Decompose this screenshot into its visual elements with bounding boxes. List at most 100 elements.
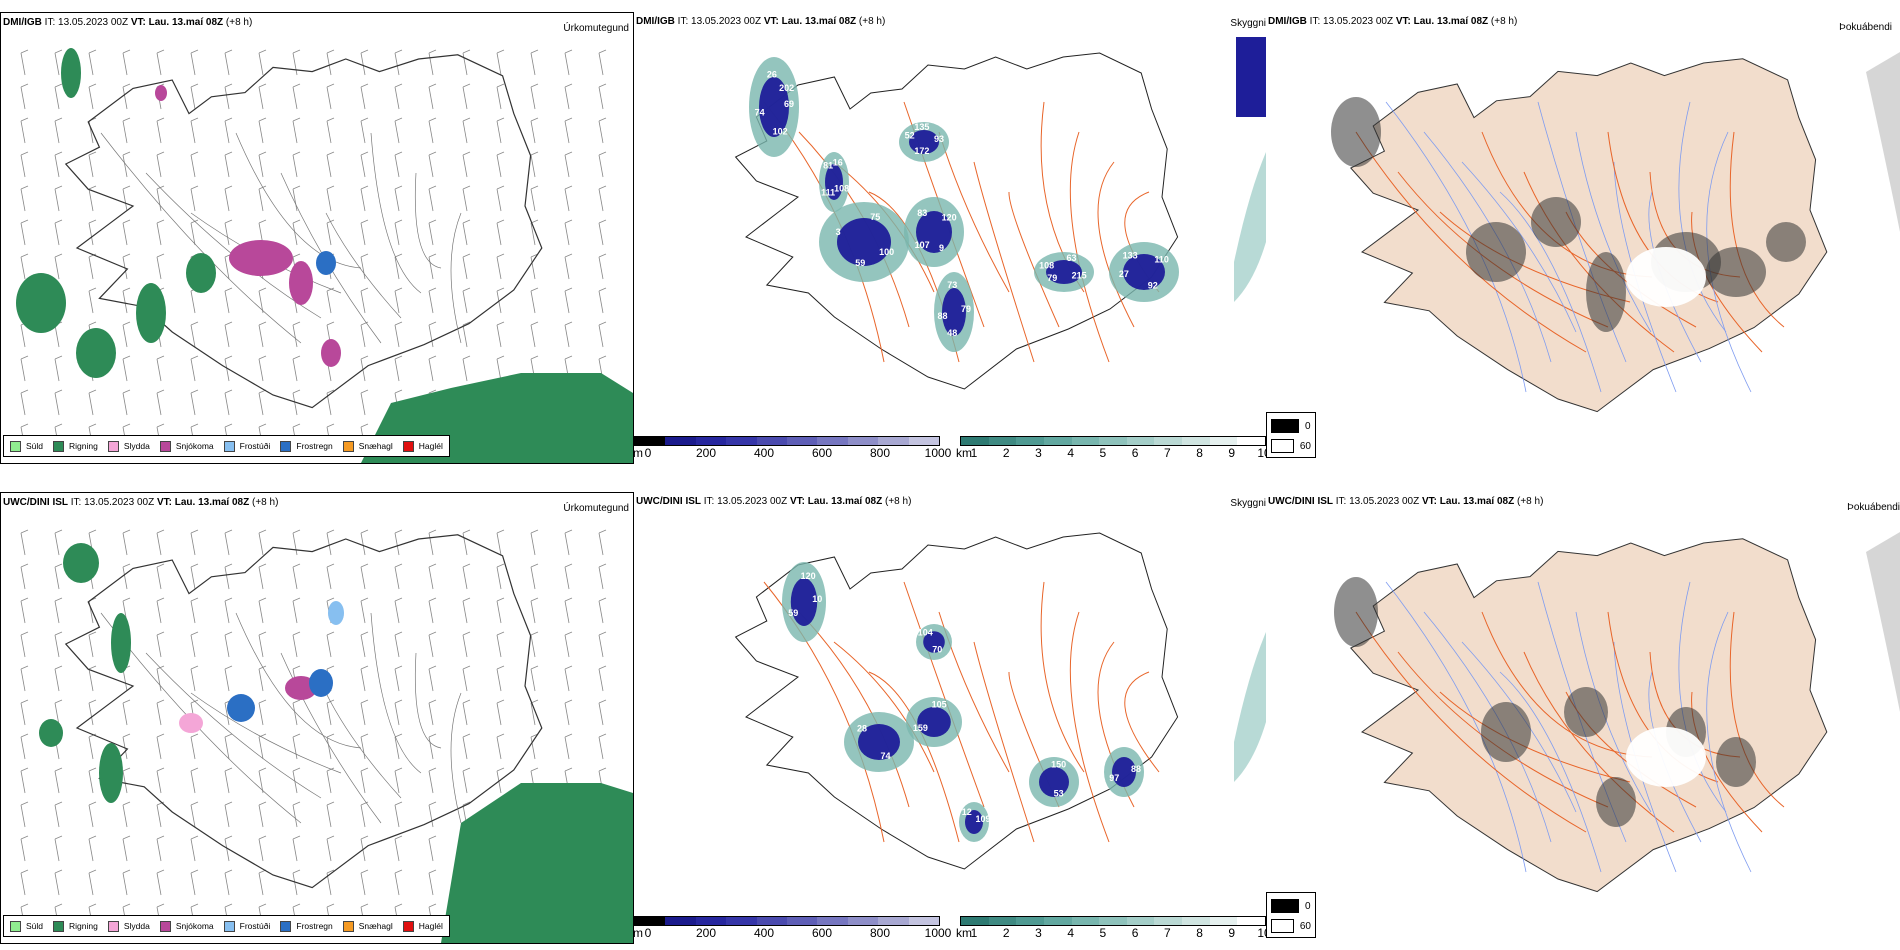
- ceiling-value-label: 81: [823, 160, 833, 170]
- wind-barb: [530, 222, 536, 246]
- wind-barb: [564, 665, 573, 670]
- wind-barb: [428, 290, 434, 314]
- wind-barb: [530, 736, 536, 760]
- wind-barb: [190, 355, 199, 360]
- wind-barb: [54, 597, 63, 602]
- wind-barb: [20, 83, 29, 88]
- wind-barb: [258, 733, 267, 738]
- road: [450, 692, 462, 824]
- ceiling-value-label: 111: [821, 188, 835, 198]
- wind-barb: [428, 52, 434, 76]
- wind-barb: [360, 665, 369, 670]
- colorbar-cell: [908, 917, 940, 925]
- colorbar-tick: 2: [1002, 926, 1010, 940]
- wind-barb: [326, 423, 335, 428]
- wind-barb: [292, 52, 298, 76]
- ceiling-value-label: 120: [942, 213, 957, 223]
- colorbar-cell: [665, 917, 696, 925]
- wind-barb: [156, 529, 165, 534]
- coastline: [1349, 58, 1828, 413]
- wind-barb: [190, 389, 199, 394]
- precip-panel-2: UWC/DINI ISL IT: 13.05.2023 00Z VT: Lau.…: [0, 492, 634, 944]
- wind-barb: [394, 835, 403, 840]
- wind-barb: [292, 321, 301, 326]
- ceiling-value-label: 107: [915, 240, 930, 250]
- panel-title: Úrkomutegund: [563, 23, 629, 34]
- wind-barb: [598, 83, 607, 88]
- wind-barb: [360, 321, 369, 326]
- wind-barb: [496, 634, 502, 658]
- wind-barb: [564, 290, 570, 314]
- wind-barb: [20, 120, 26, 144]
- wind-barb: [156, 869, 165, 874]
- wind-barb: [20, 838, 26, 862]
- legend-label: Frostregn: [296, 921, 333, 931]
- fog-legend-item: 0: [1271, 899, 1311, 913]
- wind-barb: [224, 392, 230, 416]
- ceiling-value-label: 100: [879, 247, 894, 257]
- wind-barb: [190, 563, 199, 568]
- wind-barb: [292, 665, 301, 670]
- wind-barb: [224, 120, 230, 144]
- low-ceiling-area: [825, 164, 843, 200]
- wind-barb: [156, 804, 162, 828]
- river: [1678, 101, 1727, 333]
- wind-barb: [462, 801, 471, 806]
- wind-barb: [190, 392, 196, 416]
- wind-barb: [54, 49, 63, 54]
- colorbar-tick: 4: [1067, 446, 1074, 460]
- wind-barb: [156, 838, 162, 862]
- wind-barb: [360, 872, 366, 896]
- wind-barb: [564, 86, 570, 110]
- wind-barb: [360, 324, 366, 348]
- wind-barb: [88, 219, 97, 224]
- wind-barb: [20, 767, 29, 772]
- wind-barb: [190, 835, 199, 840]
- road: [100, 132, 302, 344]
- colorbar-cell: [908, 437, 940, 445]
- wind-barb: [394, 324, 400, 348]
- wind-barb: [20, 219, 29, 224]
- legend-label: Frostúði: [239, 921, 271, 931]
- wind-barb: [292, 219, 301, 224]
- low-ceiling-area: [1123, 254, 1165, 290]
- ceiling-value-label: 75: [870, 212, 880, 222]
- wind-barb: [530, 767, 539, 772]
- colorbar-tick: 3: [1035, 446, 1042, 460]
- wind-barb: [292, 838, 298, 862]
- wind-barb: [258, 835, 267, 840]
- ceiling-value-label: 69: [784, 99, 794, 109]
- colorbar-tick: 5: [1099, 926, 1107, 940]
- wind-barb: [122, 324, 128, 348]
- wind-barb: [224, 736, 230, 760]
- wind-barb: [428, 566, 434, 590]
- wind-barb: [292, 423, 301, 428]
- legend-label: Súld: [26, 921, 44, 931]
- colorbar-tick: 5: [1099, 446, 1107, 460]
- wind-barb: [20, 872, 26, 896]
- wind-barb: [360, 83, 369, 88]
- wind-barb: [428, 358, 434, 382]
- wind-barb: [462, 767, 471, 772]
- colorbar-tick: 8: [1196, 926, 1203, 940]
- wind-barb: [530, 597, 539, 602]
- panel-title: Skyggni: [1230, 18, 1266, 29]
- wind-barb: [564, 52, 570, 76]
- wind-barb: [292, 324, 298, 348]
- ceiling-value-label: 150: [1051, 760, 1066, 770]
- wind-barb: [156, 903, 165, 908]
- fog-legend-swatch: [1271, 419, 1299, 433]
- wind-barb: [428, 801, 437, 806]
- rain-area: [16, 273, 66, 333]
- wind-barb: [88, 736, 94, 760]
- wind-barb: [326, 389, 335, 394]
- panel-header: DMI/IGB IT: 13.05.2023 00Z VT: Lau. 13.m…: [1268, 16, 1518, 27]
- wind-barb: [428, 699, 437, 704]
- colorbar-tick: 1: [970, 926, 978, 940]
- colorbar-cell: [878, 917, 909, 925]
- legend-swatch: [342, 920, 354, 932]
- wind-barb: [496, 188, 502, 212]
- ceiling-value-label: 79: [961, 304, 971, 314]
- wind-barb: [428, 389, 437, 394]
- wind-barb: [462, 733, 471, 738]
